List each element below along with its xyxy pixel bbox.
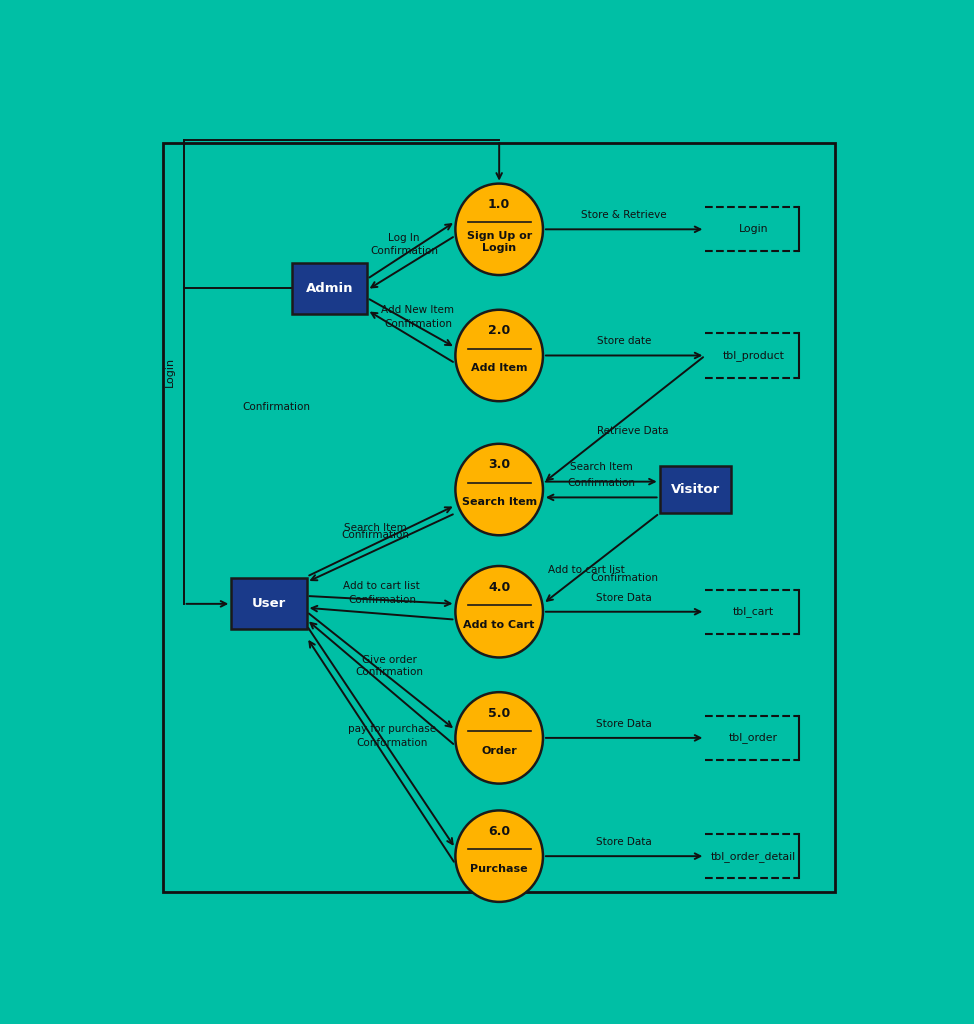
Text: Store Data: Store Data bbox=[596, 837, 652, 847]
Text: 1.0: 1.0 bbox=[488, 198, 510, 211]
Text: Add to cart list: Add to cart list bbox=[344, 581, 420, 591]
Text: Search Item: Search Item bbox=[344, 523, 407, 534]
Ellipse shape bbox=[456, 183, 543, 275]
Ellipse shape bbox=[456, 309, 543, 401]
Ellipse shape bbox=[456, 443, 543, 536]
Text: Store Data: Store Data bbox=[596, 719, 652, 729]
Text: 5.0: 5.0 bbox=[488, 707, 510, 720]
Text: Log In: Log In bbox=[389, 233, 420, 243]
Text: tbl_order: tbl_order bbox=[730, 732, 778, 743]
Text: Add New Item: Add New Item bbox=[381, 305, 454, 315]
Ellipse shape bbox=[456, 692, 543, 783]
Text: Confirmation: Confirmation bbox=[243, 401, 311, 412]
Text: 4.0: 4.0 bbox=[488, 581, 510, 594]
Text: Search Item: Search Item bbox=[462, 498, 537, 507]
Text: tbl_product: tbl_product bbox=[723, 350, 784, 360]
Text: Confirmation: Confirmation bbox=[342, 529, 409, 540]
Text: Confirmation: Confirmation bbox=[348, 595, 416, 604]
Text: tbl_order_detail: tbl_order_detail bbox=[711, 851, 796, 861]
Text: Store Data: Store Data bbox=[596, 593, 652, 602]
Text: Confirmation: Confirmation bbox=[590, 573, 657, 584]
Text: Add to Cart: Add to Cart bbox=[464, 620, 535, 630]
Text: 2.0: 2.0 bbox=[488, 325, 510, 337]
Text: pay for purchase: pay for purchase bbox=[348, 724, 436, 734]
Bar bbox=[659, 466, 731, 513]
Text: Confirmation: Confirmation bbox=[384, 319, 452, 330]
Text: 3.0: 3.0 bbox=[488, 459, 510, 471]
Text: Retrieve Data: Retrieve Data bbox=[596, 426, 668, 435]
Text: Store date: Store date bbox=[597, 336, 652, 346]
Bar bbox=[164, 142, 835, 892]
Text: Login: Login bbox=[165, 357, 175, 387]
Text: Add to cart list: Add to cart list bbox=[548, 565, 625, 574]
Text: Login: Login bbox=[739, 224, 768, 234]
Text: Confirmation: Confirmation bbox=[370, 246, 438, 256]
Text: Store & Retrieve: Store & Retrieve bbox=[581, 210, 667, 220]
Text: Confirmation: Confirmation bbox=[567, 478, 635, 488]
Text: User: User bbox=[252, 597, 286, 610]
Text: tbl_cart: tbl_cart bbox=[733, 606, 774, 617]
Text: Give order: Give order bbox=[361, 654, 417, 665]
Text: Order: Order bbox=[481, 745, 517, 756]
Text: Admin: Admin bbox=[306, 282, 354, 295]
Text: Conformation: Conformation bbox=[356, 737, 428, 748]
Text: Purchase: Purchase bbox=[470, 864, 528, 873]
Ellipse shape bbox=[456, 810, 543, 902]
Text: 6.0: 6.0 bbox=[488, 825, 510, 838]
Text: Add Item: Add Item bbox=[470, 364, 528, 374]
Ellipse shape bbox=[456, 566, 543, 657]
Text: Visitor: Visitor bbox=[671, 483, 720, 496]
Bar bbox=[231, 579, 307, 630]
Text: Search Item: Search Item bbox=[570, 463, 633, 472]
Text: Sign Up or
Login: Sign Up or Login bbox=[467, 231, 532, 253]
Text: Confirmation: Confirmation bbox=[356, 667, 424, 677]
Bar bbox=[291, 263, 367, 314]
